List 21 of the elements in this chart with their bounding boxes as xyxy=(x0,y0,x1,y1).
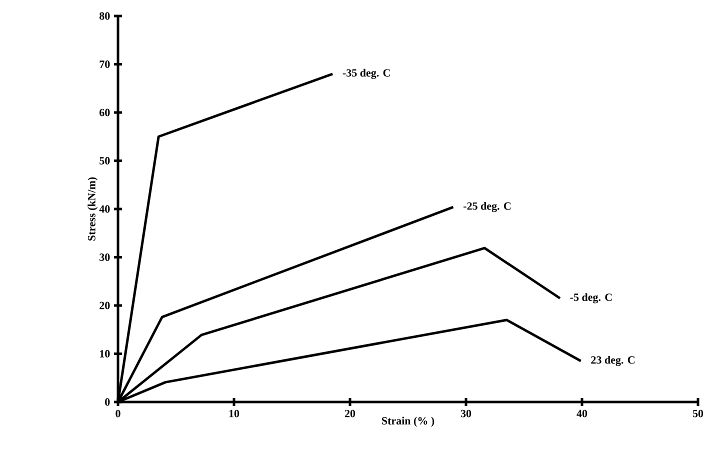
x-axis-title: Strain (% ) xyxy=(382,416,434,427)
y-tick-label: 70 xyxy=(100,60,110,68)
series-label: -25 deg. C xyxy=(464,202,511,212)
x-tick-label: 50 xyxy=(692,410,704,418)
y-tick-label: 10 xyxy=(100,350,110,358)
y-tick-label: 50 xyxy=(100,157,110,164)
y-tick-label: 20 xyxy=(100,302,110,310)
series-label: 23 deg. C xyxy=(591,356,634,366)
y-tick-label: 0 xyxy=(105,398,110,406)
x-tick-label: 30 xyxy=(460,410,472,418)
x-tick-label: 20 xyxy=(344,410,356,418)
series-label: -35 deg. C xyxy=(342,68,390,79)
series-label: -5 deg. C xyxy=(570,293,612,304)
y-tick-label: 60 xyxy=(100,108,110,116)
y-tick-label: 40 xyxy=(99,205,110,213)
y-tick-label: 30 xyxy=(100,254,110,261)
x-tick-label: 10 xyxy=(229,410,240,418)
y-axis-title: Stress (kN/m) xyxy=(88,177,98,241)
y-tick-label: 80 xyxy=(100,12,110,20)
x-tick-label: 0 xyxy=(116,410,120,418)
x-tick-label: 40 xyxy=(576,410,588,418)
